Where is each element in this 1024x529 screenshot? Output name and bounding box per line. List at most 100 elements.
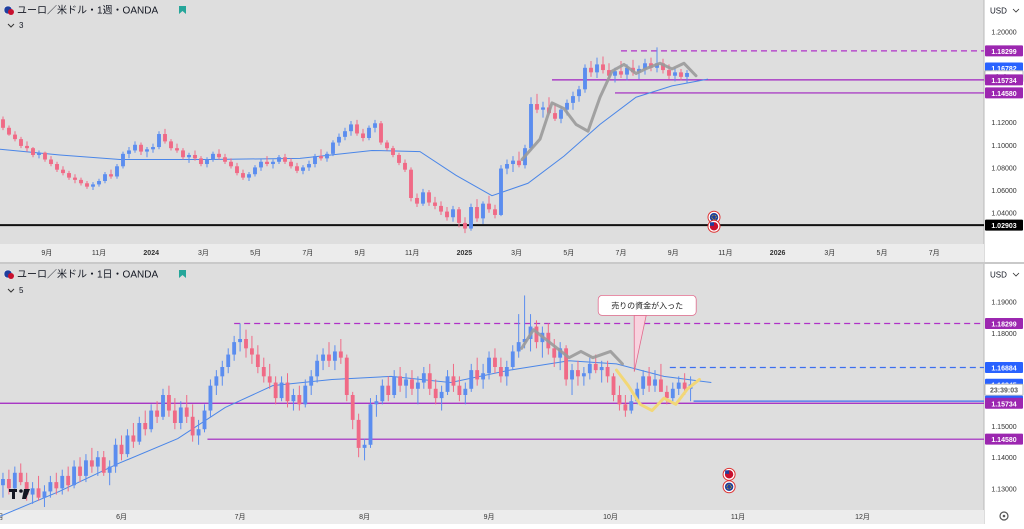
candle [481,201,485,225]
candle [43,151,47,162]
flag-icon[interactable] [179,270,186,278]
candle [143,410,148,436]
candle-body [155,410,160,417]
candle-body [48,482,53,492]
candle [133,141,137,153]
callout-box[interactable] [597,294,697,316]
candle-body [599,367,604,371]
y-tick-label: 1.04000 [991,211,1016,218]
plot-area[interactable] [0,0,984,262]
currency-selector[interactable]: USD [990,7,1007,16]
price-axis[interactable] [984,0,1024,262]
candle-body [283,157,287,162]
candle [617,385,622,411]
candle-body [143,423,148,430]
x-tick-label: 7月 [235,513,246,521]
gear-icon[interactable] [999,511,1009,521]
candle-body [368,404,373,445]
y-tick-label: 1.18000 [991,331,1016,338]
candle-body [109,174,113,177]
candle [196,419,201,445]
x-tick-label: 2026 [770,250,786,257]
time-axis[interactable] [0,510,984,524]
candle [19,136,23,149]
candle [72,460,77,489]
candle [67,170,71,180]
symbol-title: ユーロ／米ドル・1週・OANDA [17,4,158,17]
candle-body [113,444,118,467]
candle [427,190,431,206]
candle [151,143,155,153]
candle [685,70,689,83]
candle [535,93,539,114]
price-label-purple: 1.14580 [985,87,1023,99]
candle [247,171,251,182]
candle [481,363,486,389]
candle-body [570,370,574,380]
candle [157,131,161,150]
flag-icon[interactable] [179,6,186,14]
us-flag-event-icon[interactable] [722,467,736,481]
candle-body [232,342,237,355]
candle-body [607,70,611,76]
x-tick-label: 2024 [143,250,159,257]
candle-body [623,404,628,411]
candle [289,158,293,169]
drawn-wave-path[interactable] [520,328,624,366]
candle-body [583,67,587,90]
y-tick-label: 1.08000 [991,165,1016,172]
candle-body [338,351,343,358]
pane-divider[interactable] [0,262,1024,264]
indicators-toggle[interactable]: 3 [7,21,24,30]
candle [103,171,107,184]
chart-pane-daily[interactable]: 1.190001.180001.170001.150001.140001.130… [0,264,1024,524]
candle-body [641,376,646,389]
candle-body [121,153,125,167]
us-flag-event-icon[interactable] [707,219,721,233]
chart-pane-weekly[interactable]: 1.20000 1.12000 1.10000 1.08000 1.06000 1.040… [0,0,1024,262]
plot-area[interactable] [0,264,984,524]
candle-body [355,124,359,134]
candle-body [7,127,11,135]
candle-body [397,154,401,163]
candle [161,388,165,420]
time-axis[interactable] [0,244,984,262]
symbol-header[interactable]: ユーロ／米ドル・1日・OANDA [3,268,186,281]
candle [235,162,239,176]
candle-body [522,339,527,343]
candle-body [403,162,407,170]
drawn-wave-path[interactable] [520,61,698,161]
candle-body [553,113,557,119]
drawn-wave-path-yellow[interactable] [614,368,701,413]
candle [373,119,377,133]
candle [73,174,77,184]
candle-body [595,64,599,73]
candle-body [259,161,263,168]
candle-body [289,161,293,167]
candle [18,463,23,486]
candle [250,335,254,364]
candle [337,133,341,146]
eu-flag-event-icon[interactable] [722,480,736,494]
candle [279,376,284,402]
price-label-countdown: 23:39:03 [984,383,1024,396]
candle-body [145,149,149,152]
candle [529,97,533,151]
candle-body [565,102,569,110]
candle-body [337,136,341,143]
candle [91,182,95,191]
candle-body [250,348,254,355]
indicators-toggle[interactable]: 5 [7,286,24,295]
candle [355,119,359,136]
x-tick-label: 5月 [563,249,574,257]
candle [109,169,113,179]
currency-selector[interactable]: USD [990,271,1007,280]
svg-text:1.18299: 1.18299 [991,49,1016,56]
candle-body [343,131,347,137]
x-tick-label: 7月 [616,249,627,257]
candle [211,151,215,162]
symbol-header[interactable]: ユーロ／米ドル・1週・OANDA [3,4,186,17]
candle [6,469,11,495]
candle-body [679,72,683,77]
candle-body [291,395,296,402]
